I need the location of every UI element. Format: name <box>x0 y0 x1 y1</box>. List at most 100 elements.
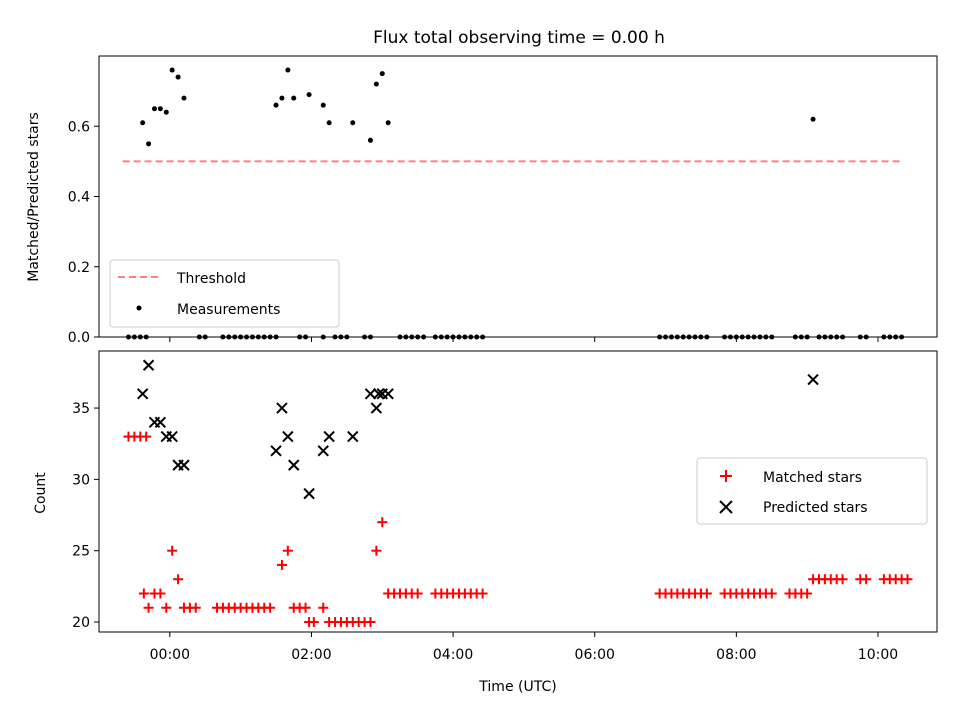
measurement-point <box>332 334 338 340</box>
measurement-point <box>674 334 680 340</box>
predicted-star-point <box>142 359 155 371</box>
measurement-point <box>350 120 356 126</box>
matched-star-point <box>161 602 172 613</box>
predicted-star-point <box>270 445 282 457</box>
top-panel: 0.0 0.2 0.4 0.6 Matched/Predicted stars Thr… <box>26 55 938 346</box>
bottom-y-axis: 20 25 30 35 <box>72 401 99 631</box>
top-legend-box <box>109 259 340 328</box>
measurement-point <box>202 334 208 340</box>
measurement-point <box>881 334 887 340</box>
measurement-point <box>362 334 368 340</box>
measurement-point <box>834 334 840 340</box>
measurement-point <box>857 334 863 340</box>
measurement-point <box>261 334 267 340</box>
measurement-point <box>285 67 291 73</box>
predicted-star-point <box>282 430 294 443</box>
top-y-tick-label: 0.0 <box>68 330 90 346</box>
matched-star-point <box>365 617 376 628</box>
predicted-star-point <box>136 388 149 400</box>
predicted-star-point <box>317 445 329 457</box>
measurement-point <box>131 334 137 340</box>
measurement-point <box>279 95 285 101</box>
measurement-point <box>438 334 444 340</box>
measurement-point <box>306 92 312 98</box>
measurement-point <box>751 334 757 340</box>
measurement-point <box>663 334 669 340</box>
bottom-legend-box <box>696 457 928 525</box>
matched-star-point <box>190 602 201 613</box>
bottom-y-tick-label: 20 <box>72 615 90 631</box>
measurement-point <box>255 334 261 340</box>
predicted-star-point <box>370 402 383 414</box>
measurement-point <box>863 334 869 340</box>
measurement-point <box>140 120 146 126</box>
bottom-x-tick-label: 02:00 <box>291 647 331 663</box>
matched-star-point <box>138 588 149 599</box>
measurement-point <box>421 334 427 340</box>
measurement-point <box>338 334 344 340</box>
measurement-point <box>320 334 326 340</box>
bottom-x-tick-label: 06:00 <box>575 647 615 663</box>
matched-star-point <box>701 588 712 599</box>
predicted-star-point <box>382 388 394 400</box>
measurement-point <box>739 334 745 340</box>
measurement-point <box>273 334 279 340</box>
measurement-point <box>367 334 373 340</box>
measurement-point <box>887 334 893 340</box>
measurement-point <box>181 95 187 101</box>
measurement-point <box>379 71 385 77</box>
measurement-point <box>657 334 663 340</box>
measurement-point <box>373 81 379 87</box>
chart-title: Flux total observing time = 0.00 h <box>373 28 665 48</box>
bottom-x-tick-label: 10:00 <box>858 647 898 663</box>
measurement-point <box>763 334 769 340</box>
top-x-axis <box>169 337 879 342</box>
top-y-tick-label: 0.6 <box>68 119 90 135</box>
measurement-point <box>151 106 157 112</box>
bottom-x-tick-label: 08:00 <box>716 647 756 663</box>
predicted-legend-label: Predicted stars <box>763 500 868 516</box>
measurement-point <box>344 334 350 340</box>
measurement-point <box>320 102 326 108</box>
measurement-point <box>273 102 279 108</box>
top-y-axis-label: Matched/Predicted stars <box>26 112 42 282</box>
measurement-point <box>397 334 403 340</box>
measurement-point <box>828 334 834 340</box>
matched-star-point <box>318 602 329 613</box>
matched-star-point <box>282 545 293 556</box>
measurement-point <box>769 334 775 340</box>
measurement-point <box>303 334 309 340</box>
measurement-point <box>326 120 332 126</box>
matched-star-point <box>837 574 848 585</box>
bottom-x-tick-label: 04:00 <box>433 647 473 663</box>
matched-star-point <box>265 602 276 613</box>
measurement-point <box>403 334 409 340</box>
matched-star-point <box>377 517 388 528</box>
measurement-point <box>727 334 733 340</box>
measurement-point <box>692 334 698 340</box>
top-y-tick-label: 0.4 <box>68 190 90 206</box>
measurement-point <box>244 334 250 340</box>
matched-star-point <box>477 588 488 599</box>
measurement-point <box>226 334 232 340</box>
predicted-star-point <box>178 459 190 471</box>
predicted-star-point <box>276 402 288 414</box>
bottom-y-tick-label: 30 <box>72 472 90 488</box>
measurement-point <box>804 334 810 340</box>
measurement-point <box>163 109 169 115</box>
measurement-point <box>474 334 480 340</box>
measurement-point <box>432 334 438 340</box>
measurement-point <box>704 334 710 340</box>
predicted-star-point <box>807 373 819 386</box>
bottom-y-tick-label: 25 <box>72 544 90 560</box>
matched-star-point <box>802 588 813 599</box>
measurements-legend-label: Measurements <box>177 302 280 318</box>
measurement-point <box>680 334 686 340</box>
measurement-point <box>297 334 303 340</box>
measurement-point <box>668 334 674 340</box>
measurement-point <box>385 120 391 126</box>
measurement-point <box>444 334 450 340</box>
measurement-point <box>267 334 273 340</box>
matched-star-point <box>412 588 423 599</box>
